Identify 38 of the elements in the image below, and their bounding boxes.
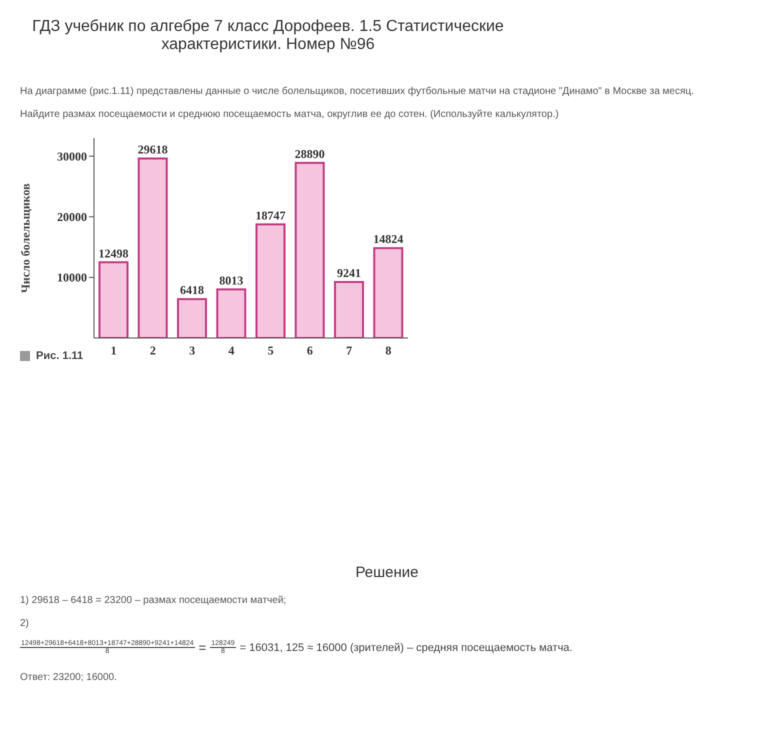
y-axis-title: Число болельщиков [18, 182, 32, 293]
bar [334, 280, 364, 338]
x-tick-label: 7 [346, 344, 352, 358]
bar [373, 247, 404, 338]
data-label: 28890 [294, 146, 325, 161]
text: Решение [354, 564, 420, 581]
bar [138, 157, 168, 338]
x-tick-label: 4 [228, 344, 234, 358]
y-tick-label: 20000 [57, 210, 87, 224]
data-label: 14824 [373, 232, 404, 246]
x-tick-label: 2 [150, 344, 156, 358]
text: Найдите размах посещаемости и среднюю посещаемость матча, округлив ее до сотен. (Используйте калькулятор.) [20, 109, 559, 120]
data-label: 29618 [138, 142, 168, 156]
text: Рис. 1.11 [35, 350, 84, 362]
text: = 16031, 125 ≈ 16000 (зрителей) – средняя посещаемость матча. [240, 642, 572, 654]
y-tick-label: 10000 [57, 270, 87, 285]
data-label: 8013 [219, 273, 244, 288]
data-label: 9241 [336, 266, 361, 280]
data-label: 12498 [98, 246, 128, 260]
text: Ответ: 23200; 16000. [20, 672, 117, 683]
bar [294, 162, 325, 338]
data-label: 18747 [255, 208, 286, 222]
x-tick-label: 1 [110, 344, 117, 358]
y-tick-label: 30000 [57, 149, 87, 164]
x-tick-label: 3 [189, 344, 196, 358]
bar [216, 288, 246, 338]
data-label: 6418 [180, 283, 204, 298]
x-tick-label: 8 [385, 344, 392, 358]
x-tick-label: 5 [268, 344, 274, 358]
text: 1) 29618 – 6418 = 23200 – размах посещаемости матчей; [20, 595, 286, 606]
bar [98, 261, 128, 338]
chart-subtitle: На диаграмме (рис.1.11) представлены данные о числе болельщиков, посетивших футбольные матчи на стадионе "Динамо" в Москве за месяц. [20, 86, 694, 97]
text: 2) [20, 618, 29, 629]
chart-title: ГДЗ учебник по алгебре 7 класс Дорофеев. 1.5 Статистические характеристики. Номер №96 [31, 18, 505, 54]
bar [176, 298, 207, 338]
x-tick-label: 6 [306, 344, 313, 358]
text: = [198, 640, 206, 655]
bar [255, 223, 286, 338]
